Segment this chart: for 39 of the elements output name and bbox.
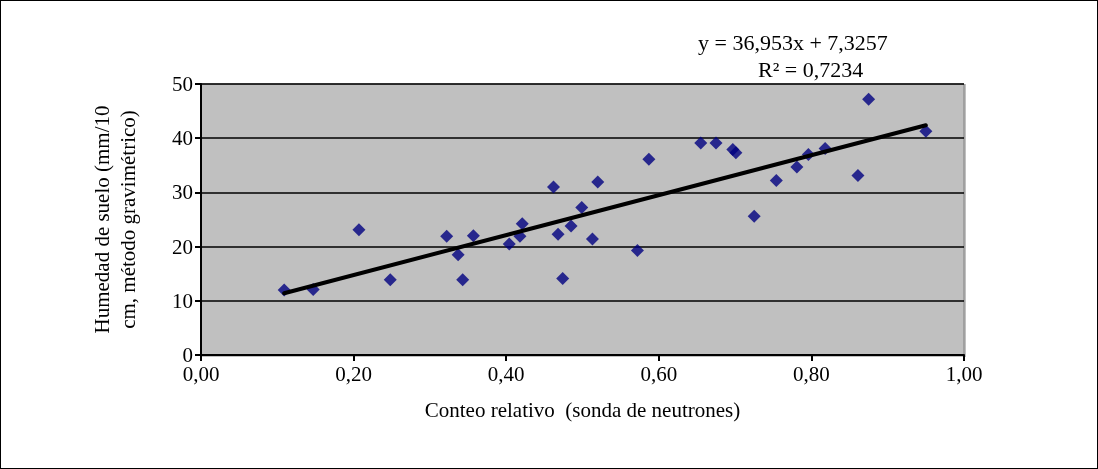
point <box>515 217 529 231</box>
x-tick-label: 0,80 <box>793 361 830 386</box>
point <box>862 92 876 106</box>
point <box>556 272 570 286</box>
point <box>694 136 708 150</box>
x-tick-label: 0,20 <box>335 361 372 386</box>
point <box>790 160 804 174</box>
point <box>451 248 465 262</box>
point <box>383 273 397 287</box>
point <box>709 136 723 150</box>
y-tick-label: 10 <box>172 288 193 313</box>
x-tick-label: 1,00 <box>945 361 983 386</box>
point <box>585 232 599 246</box>
x-tick-label: 0,40 <box>487 361 525 386</box>
text: y = 36,953x + 7,3257 <box>698 29 888 55</box>
point <box>919 124 933 138</box>
point <box>591 175 605 189</box>
y-tick-label: 50 <box>172 72 193 96</box>
text: R² = 0,7234 <box>758 56 864 82</box>
point <box>747 209 761 223</box>
point <box>466 229 480 243</box>
point <box>547 180 561 194</box>
point <box>551 227 565 241</box>
y-tick-label: 20 <box>172 234 193 259</box>
point <box>642 152 656 166</box>
point <box>851 169 865 183</box>
point <box>456 273 470 287</box>
point <box>502 237 516 251</box>
y-tick-label: 30 <box>172 180 193 205</box>
y-axis-title: Humedad de suelo (mm/10 cm, método gravimétrico) <box>90 105 140 334</box>
point <box>564 219 578 233</box>
point <box>575 201 589 215</box>
point <box>630 243 644 257</box>
point <box>352 223 366 237</box>
y-tick-label: 40 <box>172 126 193 151</box>
point <box>440 229 454 243</box>
point <box>769 173 783 187</box>
x-tick-label: 0,60 <box>640 361 678 386</box>
x-axis-title: Conteo relativo (sonda de neutrones) <box>424 398 741 422</box>
